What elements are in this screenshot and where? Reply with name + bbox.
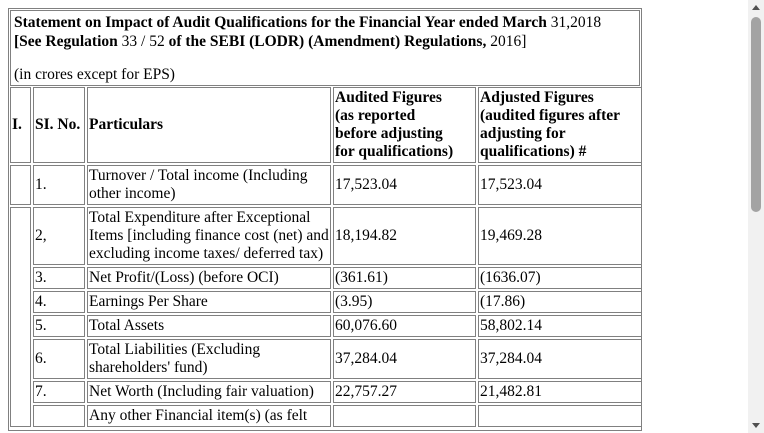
heading-spacer [14,51,636,65]
particular-cell: Total Liabilities (Excluding shareholder… [87,339,331,379]
header-adjusted-line: (audited figures after [480,107,621,124]
header-audited-line: Audited Figures [335,89,442,106]
header-adjusted-line: adjusting for [480,125,566,142]
adjusted-cell: (1636.07) [478,267,642,289]
table-row: 1. Turnover / Total income (Including ot… [10,165,642,205]
statement-title: Statement on Impact of Audit Qualificati… [14,13,636,32]
audited-cell: 60,076.60 [333,315,476,337]
sl-cell: 3. [33,267,85,289]
particular-cell: Turnover / Total income (Including other… [87,165,331,205]
header-particulars: Particulars [87,87,331,163]
table-row: 6. Total Liabilities (Excluding sharehol… [10,339,642,379]
table-row: 5. Total Assets 60,076.60 58,802.14 [10,315,642,337]
table-row: 2, Total Expenditure after Exceptional I… [10,207,642,427]
particular-cell: Total Expenditure after Exceptional Item… [87,207,331,265]
audited-cell: 22,757.27 [333,381,476,403]
adjusted-cell: (17.86) [478,291,642,313]
regulation-prefix: [See Regulation [14,33,122,50]
audited-cell: 17,523.04 [333,165,476,205]
adjusted-cell: 58,802.14 [478,315,642,337]
title-date: 31,2018 [550,14,602,31]
adjusted-cell: 21,482.81 [478,381,642,403]
vertical-scrollbar[interactable] [748,0,764,433]
audited-cell: (361.61) [333,267,476,289]
particular-cell: Earnings Per Share [87,291,331,313]
adjusted-cell: 17,523.04 [478,165,642,205]
header-roman: I. [10,87,31,163]
sl-cell: 6. [33,339,85,379]
regulation-year: 2016] [490,33,527,50]
audited-cell: (3.95) [333,291,476,313]
particular-cell: Any other Financial item(s) (as felt [87,405,331,427]
header-adjusted-line: Adjusted Figures [480,89,594,106]
header-sl-no: SI. No. [33,87,85,163]
figures-table: I. SI. No. Particulars Audited Figures (… [8,85,644,429]
table-row: 4. Earnings Per Share (3.95) (17.86) [10,291,642,313]
unit-note: (in crores except for EPS) [14,66,175,83]
table-row: Any other Financial item(s) (as felt [10,405,642,427]
sl-cell: 5. [33,315,85,337]
regulation-name: of the SEBI (LODR) (Amendment) Regulatio… [164,33,491,50]
header-audited-line: for qualifications) [335,143,454,160]
header-audited-line: before adjusting [335,125,443,142]
header-audited: Audited Figures (as reported before adju… [333,87,476,163]
roman-cell [10,207,31,427]
scroll-up-arrow-icon[interactable] [748,0,764,16]
header-adjusted: Adjusted Figures (audited figures after … [478,87,642,163]
roman-cell [10,165,31,205]
header-adjusted-line: qualifications) # [480,143,587,160]
table-row: 3. Net Profit/(Loss) (before OCI) (361.6… [10,267,642,289]
particular-cell: Net Profit/(Loss) (before OCI) [87,267,331,289]
document-viewport: Statement on Impact of Audit Qualificati… [8,8,642,431]
regulation-numbers: 33 / 52 [121,33,165,50]
adjusted-cell: 19,469.28 [478,207,642,265]
statement-heading: Statement on Impact of Audit Qualificati… [10,10,640,86]
statement-regulation: [See Regulation 33 / 52 of the SEBI (LOD… [14,32,636,51]
audited-cell: 18,194.82 [333,207,476,265]
scrollbar-thumb[interactable] [751,17,761,212]
table-header-row: I. SI. No. Particulars Audited Figures (… [10,87,642,163]
audited-cell: 37,284.04 [333,339,476,379]
sl-cell: 7. [33,381,85,403]
adjusted-cell: 37,284.04 [478,339,642,379]
particular-cell: Total Assets [87,315,331,337]
statement-table: Statement on Impact of Audit Qualificati… [8,8,642,431]
header-audited-line: (as reported [335,107,416,124]
audited-cell [333,405,476,427]
title-line1-text: Statement on Impact of Audit Qualificati… [14,14,551,31]
particular-cell: Net Worth (Including fair valuation) [87,381,331,403]
sl-cell: 4. [33,291,85,313]
sl-cell: 2, [33,207,85,265]
scroll-down-arrow-icon[interactable] [748,417,764,433]
table-row: 7. Net Worth (Including fair valuation) … [10,381,642,403]
sl-cell: 1. [33,165,85,205]
sl-cell [33,405,85,427]
adjusted-cell [478,405,642,427]
